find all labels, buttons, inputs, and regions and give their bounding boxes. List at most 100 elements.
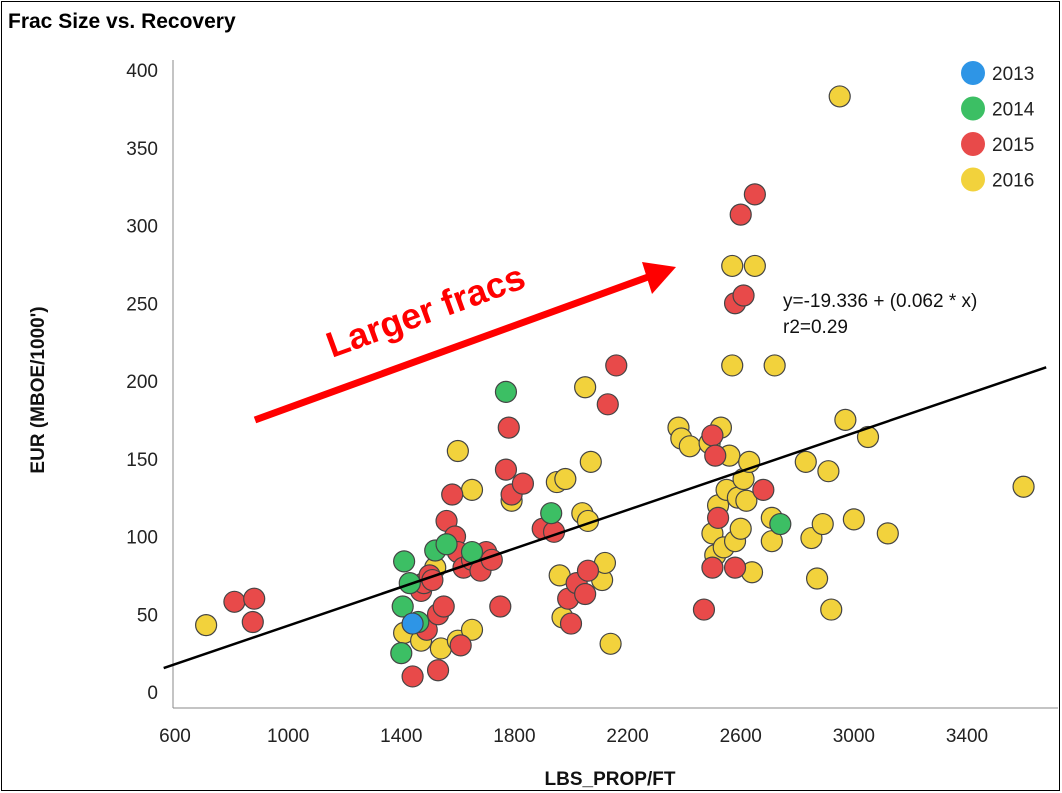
data-point-2016	[834, 408, 857, 431]
data-point-2015	[576, 559, 600, 582]
data-point-2016	[721, 354, 744, 377]
r2-text: r2=0.29	[783, 317, 848, 338]
y-tick-label: 0	[147, 683, 158, 704]
data-point-2016	[195, 614, 218, 637]
data-point-2015	[729, 203, 752, 226]
data-point-2016	[460, 618, 484, 641]
data-point-2015	[401, 665, 424, 688]
data-point-2016	[1012, 475, 1035, 498]
data-point-2014	[391, 595, 414, 618]
data-point-2015	[743, 183, 766, 206]
data-point-2016	[820, 598, 843, 621]
data-point-2014	[769, 512, 792, 536]
data-point-2015	[559, 612, 583, 635]
data-point-2015	[223, 590, 246, 613]
data-point-2015	[723, 556, 747, 579]
data-point-2016	[729, 517, 752, 540]
data-point-2016	[817, 460, 840, 483]
x-tick-label: 3000	[833, 726, 875, 747]
data-point-2014	[540, 502, 563, 525]
x-tick-label: 600	[159, 726, 191, 747]
data-point-2015	[489, 595, 512, 618]
y-tick-label: 350	[126, 139, 158, 160]
x-axis-title: LBS_PROP/FT	[545, 769, 676, 790]
y-tick-label: 200	[126, 372, 158, 393]
y-tick-label: 100	[126, 528, 158, 549]
legend: 2013 2014 2015 2016	[961, 61, 1035, 192]
data-point-2016	[554, 467, 577, 491]
data-point-2015	[701, 424, 724, 447]
data-point-2016	[805, 567, 829, 590]
legend-label-2015: 2015	[992, 135, 1034, 156]
data-point-2015	[704, 444, 727, 467]
data-point-2016	[579, 450, 602, 473]
chart-title: Frac Size vs. Recovery	[8, 10, 236, 33]
data-point-2016	[794, 450, 817, 473]
data-point-2015	[449, 634, 472, 657]
data-point-2015	[706, 506, 730, 529]
y-tick-label: 400	[126, 61, 158, 82]
data-point-2015	[243, 587, 266, 610]
x-tick-label: 1400	[380, 726, 422, 747]
data-point-2015	[497, 416, 520, 439]
x-tick-label: 2600	[720, 726, 762, 747]
data-point-2016	[842, 508, 865, 531]
data-point-2016	[828, 85, 851, 108]
data-point-2016	[856, 425, 880, 449]
data-point-2016	[574, 376, 597, 399]
legend-marker-2016	[961, 167, 985, 192]
x-axis: 600 1000 1400 1800 2200 2600 3000 3400	[159, 726, 988, 747]
data-point-2014	[390, 642, 413, 665]
data-point-2015	[605, 354, 628, 377]
data-point-2015	[574, 582, 597, 606]
data-point-2015	[732, 284, 755, 307]
equation-text: y=-19.336 + (0.062 * x)	[783, 291, 977, 312]
annotation-text: Larger fracs	[321, 256, 531, 366]
y-tick-label: 250	[126, 294, 158, 315]
data-point-2016	[721, 254, 744, 278]
data-point-2015	[241, 610, 264, 634]
y-tick-label: 150	[126, 450, 158, 471]
legend-label-2016: 2016	[992, 171, 1034, 192]
data-point-2015	[596, 393, 619, 416]
x-tick-label: 1000	[267, 726, 309, 747]
legend-label-2013: 2013	[992, 64, 1034, 85]
x-tick-label: 2200	[606, 726, 648, 747]
data-point-2016	[811, 512, 834, 536]
data-point-2015	[441, 483, 464, 506]
data-point-2016	[763, 354, 786, 377]
data-point-2015	[752, 478, 775, 501]
data-point-2015	[701, 556, 724, 579]
data-point-2014	[494, 380, 518, 403]
data-points	[195, 85, 1035, 688]
legend-marker-2013	[961, 61, 985, 85]
y-tick-label: 300	[126, 217, 158, 238]
y-axis-title: EUR (MBOE/1000')	[28, 306, 49, 473]
legend-marker-2014	[961, 96, 985, 121]
data-point-2014	[435, 533, 458, 556]
data-point-2015	[426, 659, 450, 682]
data-point-2016	[678, 435, 701, 458]
data-point-2015	[432, 595, 455, 618]
legend-label-2014: 2014	[992, 100, 1035, 121]
legend-marker-2015	[961, 132, 985, 156]
data-point-2016	[743, 254, 766, 278]
data-point-2016	[735, 489, 758, 512]
data-point-2015	[511, 472, 535, 495]
x-tick-label: 1800	[493, 726, 535, 747]
data-point-2016	[446, 439, 469, 463]
data-point-2016	[599, 632, 622, 655]
y-axis: 0 50 100 150 200 250 300 350 400	[126, 61, 158, 704]
annotation-arrow	[253, 262, 676, 424]
data-point-2016	[876, 522, 899, 545]
x-tick-label: 3400	[946, 726, 988, 747]
trend-line	[163, 366, 1047, 670]
y-tick-label: 50	[137, 605, 158, 626]
data-point-2015	[692, 598, 716, 621]
data-point-2013	[401, 612, 424, 635]
data-point-2014	[393, 550, 416, 573]
data-point-2016	[460, 478, 484, 501]
data-point-2015	[494, 458, 518, 481]
